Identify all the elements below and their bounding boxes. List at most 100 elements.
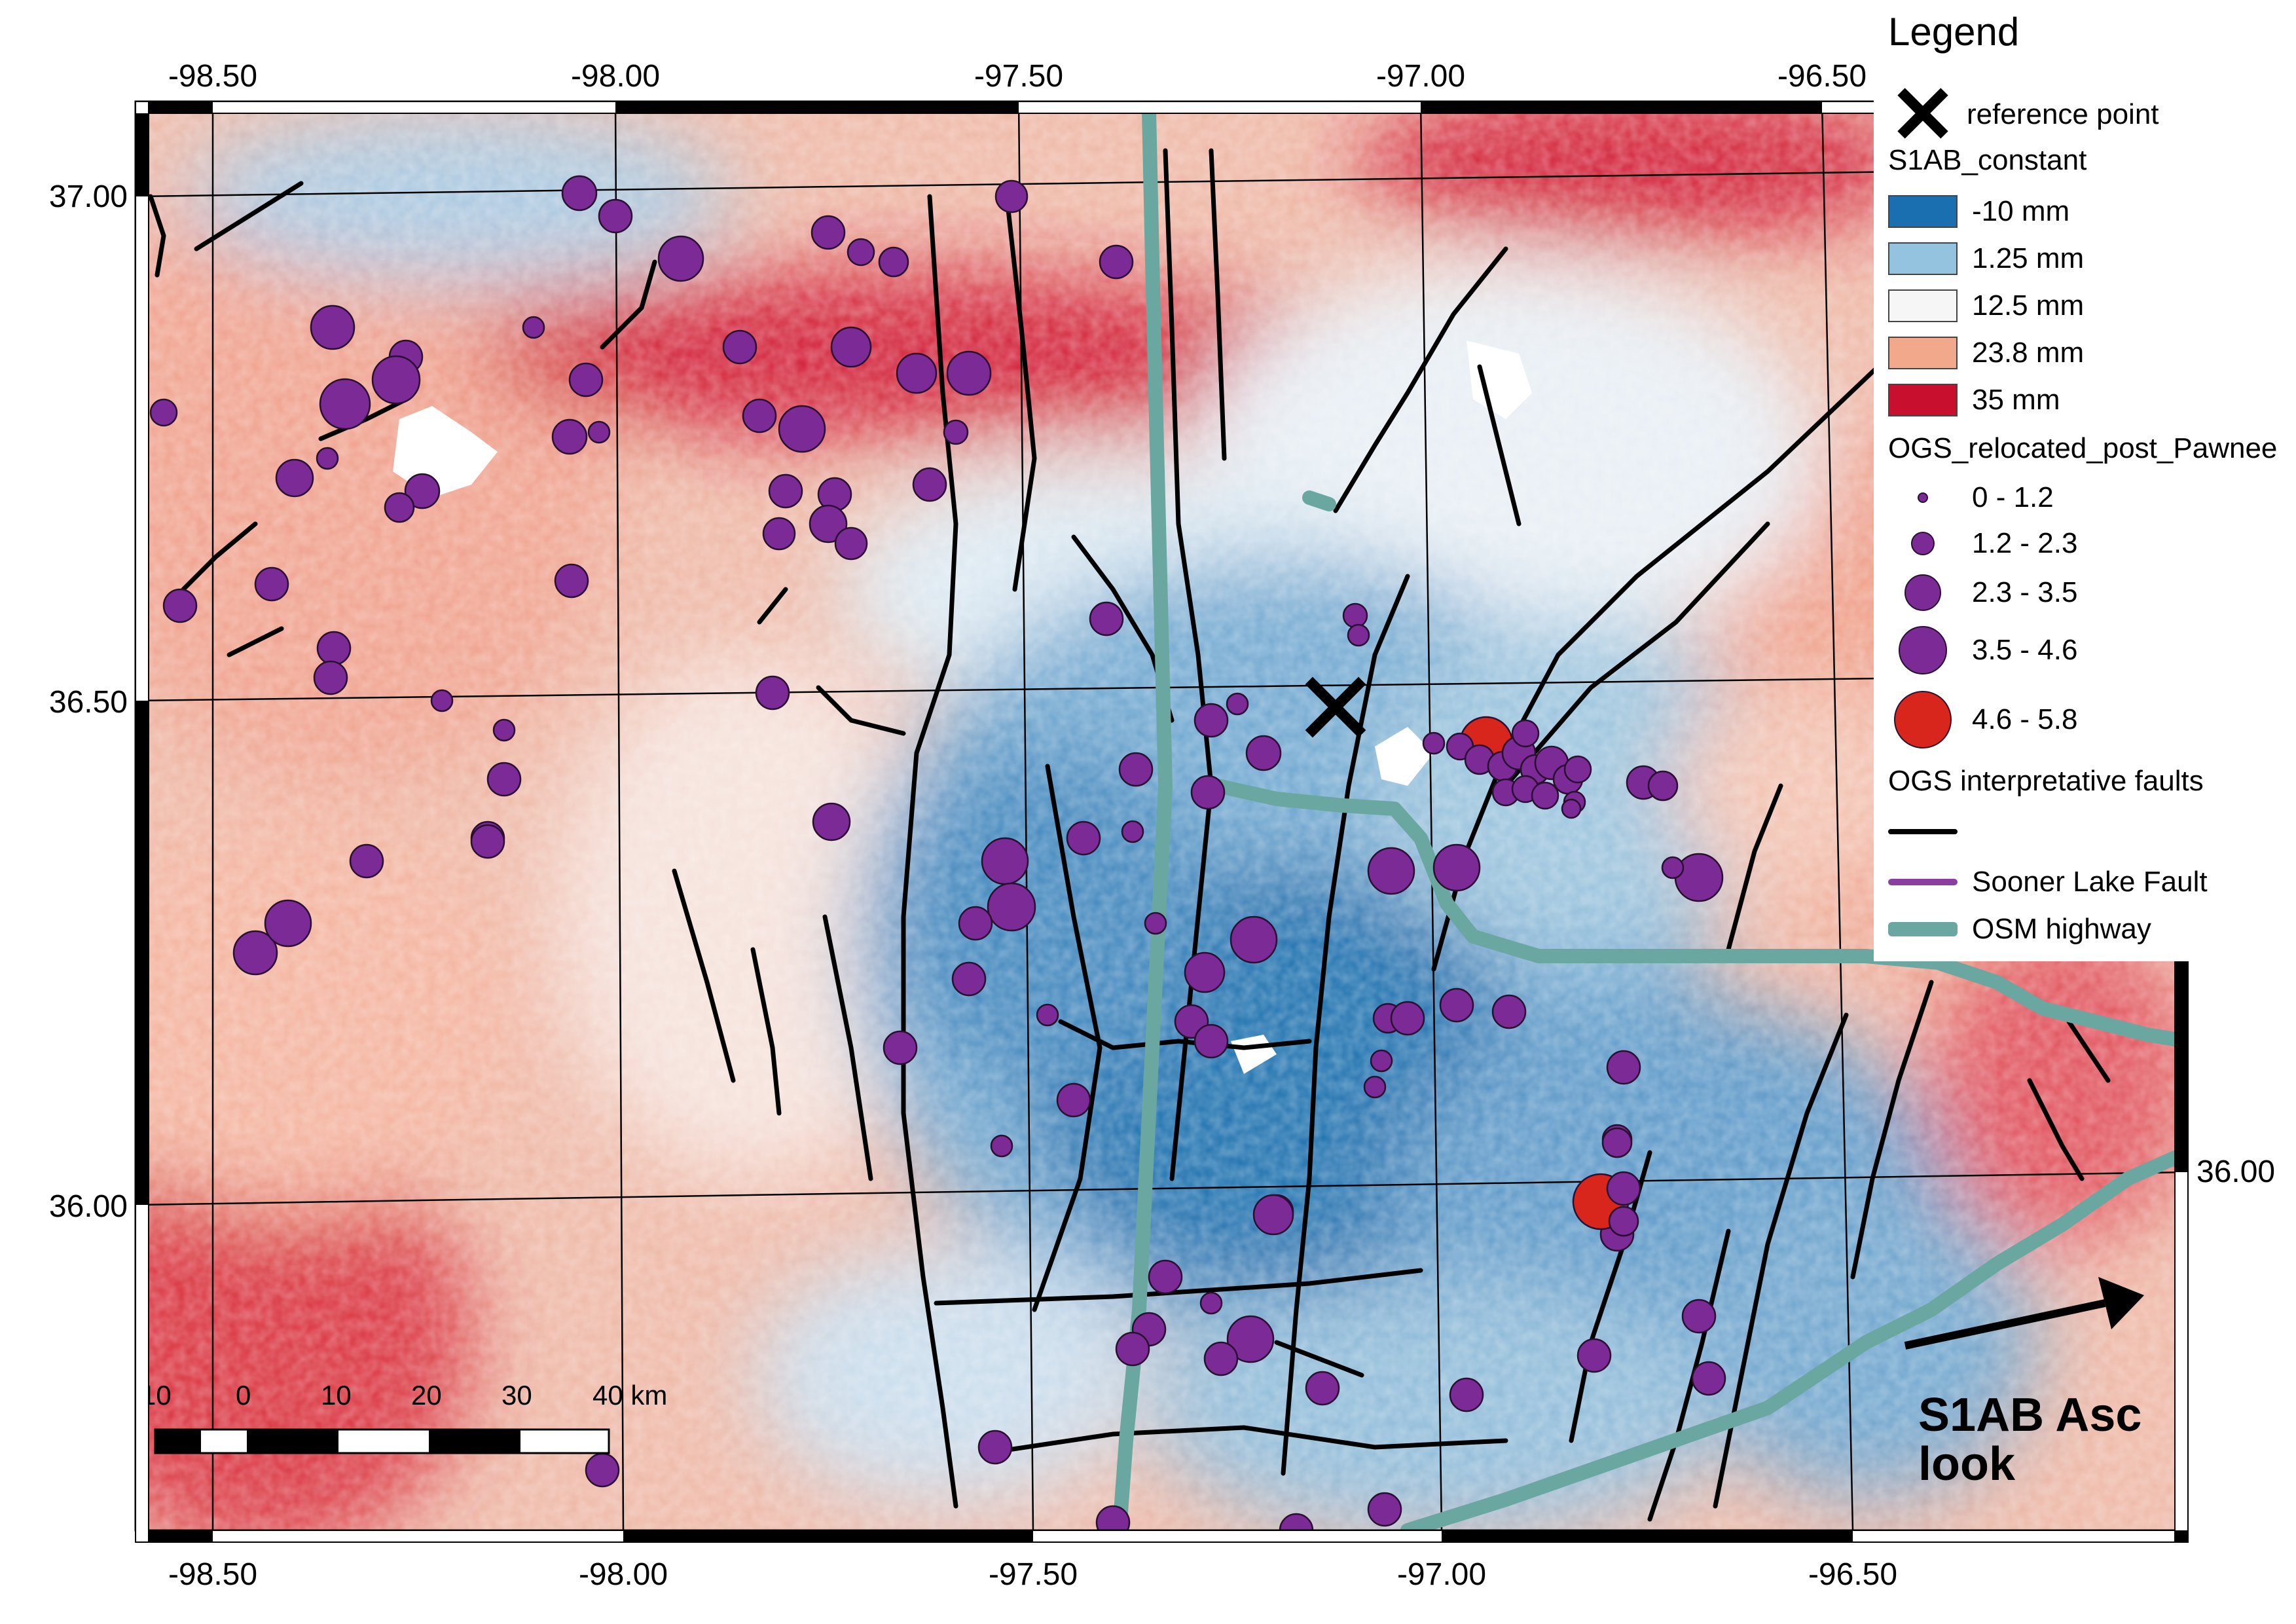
lon-label-top: -96.50 xyxy=(1777,59,1867,94)
legend-swatch-row: 1.25 mm xyxy=(1888,242,2084,275)
earthquake-marker xyxy=(878,246,909,278)
earthquake-marker xyxy=(896,352,938,394)
earthquake-marker xyxy=(264,899,312,948)
swatch-35 xyxy=(1888,384,1958,416)
lon-label-top: -98.00 xyxy=(571,59,660,94)
earthquake-marker xyxy=(486,762,522,797)
scale-bar-labels: 10 0 10 20 30 40 km xyxy=(141,1380,667,1411)
earthquake-marker xyxy=(722,329,757,365)
lon-label-top: -97.50 xyxy=(974,59,1063,94)
legend-dot-row: 2.3 - 3.5 xyxy=(1888,563,2077,622)
legend-faults-title: OGS interpretative faults xyxy=(1888,765,2204,797)
earthquake-marker xyxy=(1681,1299,1717,1334)
legend-fault-line-row xyxy=(1888,819,1972,845)
lat-label-left: 37.00 xyxy=(49,179,128,214)
earthquake-marker xyxy=(1647,770,1679,802)
swatch-neg10 xyxy=(1888,195,1958,228)
earthquake-marker xyxy=(1511,719,1540,748)
earthquake-marker xyxy=(1422,731,1446,755)
earthquake-marker xyxy=(551,418,588,455)
earthquake-marker xyxy=(561,175,598,212)
earthquake-marker xyxy=(912,467,947,502)
scale-bar xyxy=(154,1428,610,1454)
legend-reference-label: reference point xyxy=(1967,98,2159,130)
earthquake-marker xyxy=(847,238,875,267)
earthquake-marker xyxy=(1370,1049,1393,1073)
earthquake-marker-red xyxy=(1572,1171,1641,1237)
earthquake-marker xyxy=(958,906,993,941)
lon-label-bottom: -97.50 xyxy=(989,1557,1078,1592)
earthquake-marker xyxy=(275,458,314,498)
look-label-line2: look xyxy=(1918,1438,2016,1490)
bottom-longitude-labels: -98.50 -98.00 -97.50 -97.00 -96.50 xyxy=(168,1557,1897,1592)
earthquake-marker xyxy=(1691,1361,1726,1396)
earthquake-marker xyxy=(1194,1024,1229,1059)
earthquake-marker xyxy=(946,350,992,396)
dot-label: 2.3 - 3.5 xyxy=(1972,576,2078,608)
earthquake-marker xyxy=(313,660,348,695)
swatch-label: 23.8 mm xyxy=(1972,337,2085,369)
dot-label: 1.2 - 2.3 xyxy=(1972,527,2078,559)
earthquake-marker xyxy=(162,588,198,623)
lat-label-right: 36.00 xyxy=(2196,1154,2275,1189)
earthquake-marker xyxy=(1390,1001,1425,1036)
earthquake-marker xyxy=(1148,1259,1183,1295)
dot-icon xyxy=(1904,574,1941,611)
lon-label-top: -97.00 xyxy=(1376,59,1465,94)
earthquake-marker xyxy=(492,718,516,742)
swatch-label: 12.5 mm xyxy=(1972,289,2085,322)
earthquake-marker xyxy=(232,930,278,976)
legend-panel: Legend reference point S1AB_constant -10… xyxy=(1874,0,2296,961)
sooner-line-icon xyxy=(1888,879,1958,885)
earthquake-marker xyxy=(1606,1050,1641,1085)
scale-label-20: 20 xyxy=(411,1380,442,1411)
lon-label-bottom: -98.50 xyxy=(168,1557,257,1592)
legend-swatch-row: 35 mm xyxy=(1888,384,2060,416)
earthquake-marker xyxy=(778,405,826,453)
earthquake-marker xyxy=(522,316,545,339)
earthquake-marker xyxy=(254,566,289,602)
earthquake-marker xyxy=(811,215,846,250)
earthquake-marker xyxy=(430,689,454,712)
lon-label-bottom: -96.50 xyxy=(1808,1557,1897,1592)
earthquake-marker xyxy=(1279,1513,1314,1530)
earthquake-marker xyxy=(990,1134,1013,1158)
swatch-1-25 xyxy=(1888,242,1958,275)
earthquake-marker xyxy=(470,824,505,859)
earthquake-marker xyxy=(981,837,1029,885)
earthquake-marker xyxy=(585,1452,620,1488)
scale-label-10: 10 xyxy=(321,1380,352,1411)
earthquake-marker xyxy=(310,304,355,350)
earthquake-marker xyxy=(1491,994,1527,1029)
earthquake-marker xyxy=(809,504,848,544)
earthquake-marker xyxy=(1099,244,1134,280)
earthquake-marker xyxy=(1252,1194,1294,1236)
earthquake-marker xyxy=(755,675,790,710)
earthquake-marker xyxy=(1661,856,1685,879)
legend-title: Legend xyxy=(1888,10,2020,54)
earthquake-marker xyxy=(1576,1338,1612,1373)
swatch-label: 1.25 mm xyxy=(1972,242,2085,274)
legend-reference-row: reference point xyxy=(1888,85,2159,144)
earthquake-marker xyxy=(371,355,421,405)
earthquake-marker xyxy=(951,961,987,997)
lon-label-bottom: -97.00 xyxy=(1397,1557,1486,1592)
earthquake-marker xyxy=(1439,987,1474,1023)
highway-label: OSM highway xyxy=(1972,913,2151,945)
legend-swatch-row: -10 mm xyxy=(1888,195,2069,228)
earthquake-marker xyxy=(1203,1341,1239,1376)
earthquake-marker xyxy=(1230,915,1278,964)
swatch-12-5 xyxy=(1888,289,1958,322)
legend-sooner-row: Sooner Lake Fault xyxy=(1888,866,2208,898)
scale-label-40: 40 km xyxy=(592,1380,667,1411)
earthquake-marker xyxy=(1226,1315,1275,1363)
earthquake-marker xyxy=(149,398,178,427)
earthquake-marker xyxy=(1305,1371,1340,1406)
earthquake-marker xyxy=(1561,798,1582,819)
earthquake-marker xyxy=(657,235,704,282)
left-latitude-labels: 37.00 36.50 36.00 xyxy=(49,179,128,1224)
earthquake-marker xyxy=(1245,735,1282,771)
dot-icon xyxy=(1899,626,1947,674)
reference-point-marker xyxy=(1305,676,1366,738)
earthquake-marker xyxy=(404,473,441,509)
